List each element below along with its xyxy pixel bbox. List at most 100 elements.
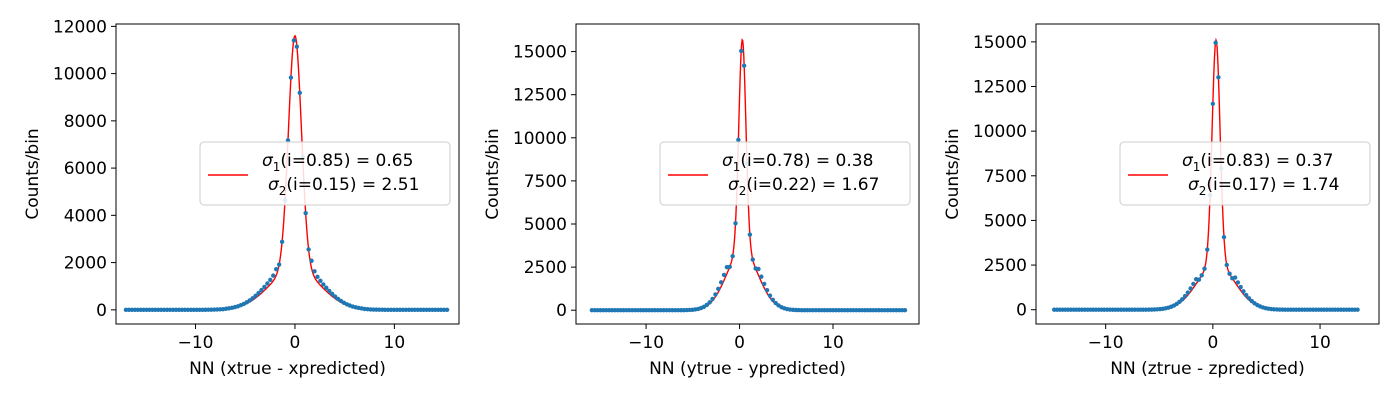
data-point (268, 277, 273, 283)
data-point (1177, 299, 1182, 305)
x-axis-label: NN (ztrue - zpredicted) (1110, 359, 1304, 379)
y-tick-label: 12500 (513, 86, 567, 106)
data-point (1205, 247, 1210, 252)
data-point (306, 247, 311, 252)
legend-subscript: 2 (279, 184, 287, 198)
legend-entry-2: σ2(i=0.22) = 1.67 (728, 175, 879, 198)
data-point (704, 302, 709, 308)
data-point (253, 293, 258, 299)
data-point (756, 266, 761, 272)
data-point (1191, 281, 1196, 287)
data-point (1188, 286, 1193, 291)
data-point (770, 297, 776, 302)
x-tick-label: 10 (822, 333, 844, 353)
data-point (718, 280, 724, 285)
x-tick-label: 0 (734, 333, 745, 353)
legend-sigma: σ (268, 175, 280, 195)
legend-value: (i=0.22) = 1.67 (746, 175, 879, 195)
legend-value: (i=0.15) = 2.51 (286, 175, 419, 195)
data-point (271, 273, 276, 278)
data-point (297, 90, 302, 96)
data-point (259, 287, 264, 293)
legend-box (659, 141, 911, 206)
x-tick-label: −10 (1088, 333, 1124, 353)
data-point (1210, 101, 1216, 106)
data-point (256, 290, 261, 296)
data-point (1202, 266, 1207, 271)
data-point (318, 278, 323, 284)
axes-frame (575, 23, 920, 325)
data-point (1180, 297, 1185, 302)
y-tick-label: 15000 (513, 43, 567, 63)
axes-frame (1035, 23, 1380, 325)
data-points (123, 38, 450, 313)
data-point (741, 63, 747, 68)
legend-entry-2: σ2(i=0.17) = 1.74 (1188, 175, 1339, 198)
y-axis-label: Counts/bin (23, 128, 43, 219)
data-point (291, 38, 297, 43)
y-tick-label: 2500 (984, 256, 1027, 276)
chart-panel-2: −10 0 10 0 2500 5000 7500 10000 12500 15000 NN (yt… (483, 23, 920, 379)
legend-subscript: 2 (1199, 184, 1207, 198)
x-tick-label: 0 (1207, 333, 1218, 353)
y-axis-label: Counts/bin (483, 128, 503, 219)
y-tick-label: 12000 (53, 17, 107, 37)
x-tick-label: −10 (628, 333, 664, 353)
chart-panel-1: −10 0 10 0 2000 4000 6000 8000 10000 12000 NN (xtr… (23, 17, 460, 379)
chart-panel-3: −10 0 10 0 2500 5000 7500 10000 12500 15000 NN (zt… (943, 23, 1380, 379)
data-point (1216, 75, 1221, 80)
data-point (285, 138, 291, 143)
x-tick-label: 0 (290, 333, 301, 353)
data-point (762, 281, 767, 287)
legend-sigma: σ (728, 175, 740, 195)
data-point (279, 239, 285, 244)
data-point (1221, 234, 1227, 240)
data-point (727, 264, 732, 270)
data-point (1241, 289, 1246, 294)
data-point (303, 210, 308, 216)
data-point (764, 288, 770, 293)
legend-sigma: σ (722, 151, 734, 171)
data-point (265, 281, 270, 286)
y-tick-label: 12500 (973, 78, 1027, 98)
y-tick-label: 6000 (64, 159, 107, 179)
data-point (767, 293, 773, 298)
y-axis-label: Counts/bin (943, 128, 963, 219)
y-tick-label: 5000 (524, 215, 567, 235)
y-tick-label: 4000 (64, 206, 107, 226)
legend-entry-2: σ2(i=0.15) = 2.51 (268, 175, 419, 198)
data-point (1227, 271, 1232, 276)
axes-frame (115, 23, 460, 325)
data-point (1235, 280, 1241, 285)
data-point (736, 137, 741, 143)
data-point (1199, 273, 1204, 278)
x-tick-label: 10 (384, 333, 406, 353)
y-tick-label: 2500 (524, 258, 567, 278)
data-point (730, 253, 735, 259)
x-tick-label: 10 (1309, 333, 1331, 353)
data-points (1052, 40, 1360, 312)
legend-box (199, 141, 451, 206)
y-tick-label: 10000 (53, 65, 107, 85)
y-tick-label: 0 (556, 301, 567, 321)
legend-subscript: 1 (733, 160, 741, 174)
data-point (750, 257, 755, 262)
y-tick-label: 7500 (984, 167, 1027, 187)
legend-box (1119, 141, 1371, 206)
data-point (707, 300, 712, 305)
data-point (739, 48, 744, 54)
data-point (721, 272, 727, 278)
data-point (1196, 277, 1202, 282)
y-tick-label: 0 (1016, 301, 1027, 321)
data-point (329, 291, 335, 297)
data-point (309, 258, 314, 263)
data-point (1355, 307, 1360, 312)
y-tick-label: 7500 (524, 172, 567, 192)
legend-value: (i=0.85) = 0.65 (280, 151, 413, 171)
data-point (733, 221, 738, 226)
y-tick-label: 10000 (973, 122, 1027, 142)
